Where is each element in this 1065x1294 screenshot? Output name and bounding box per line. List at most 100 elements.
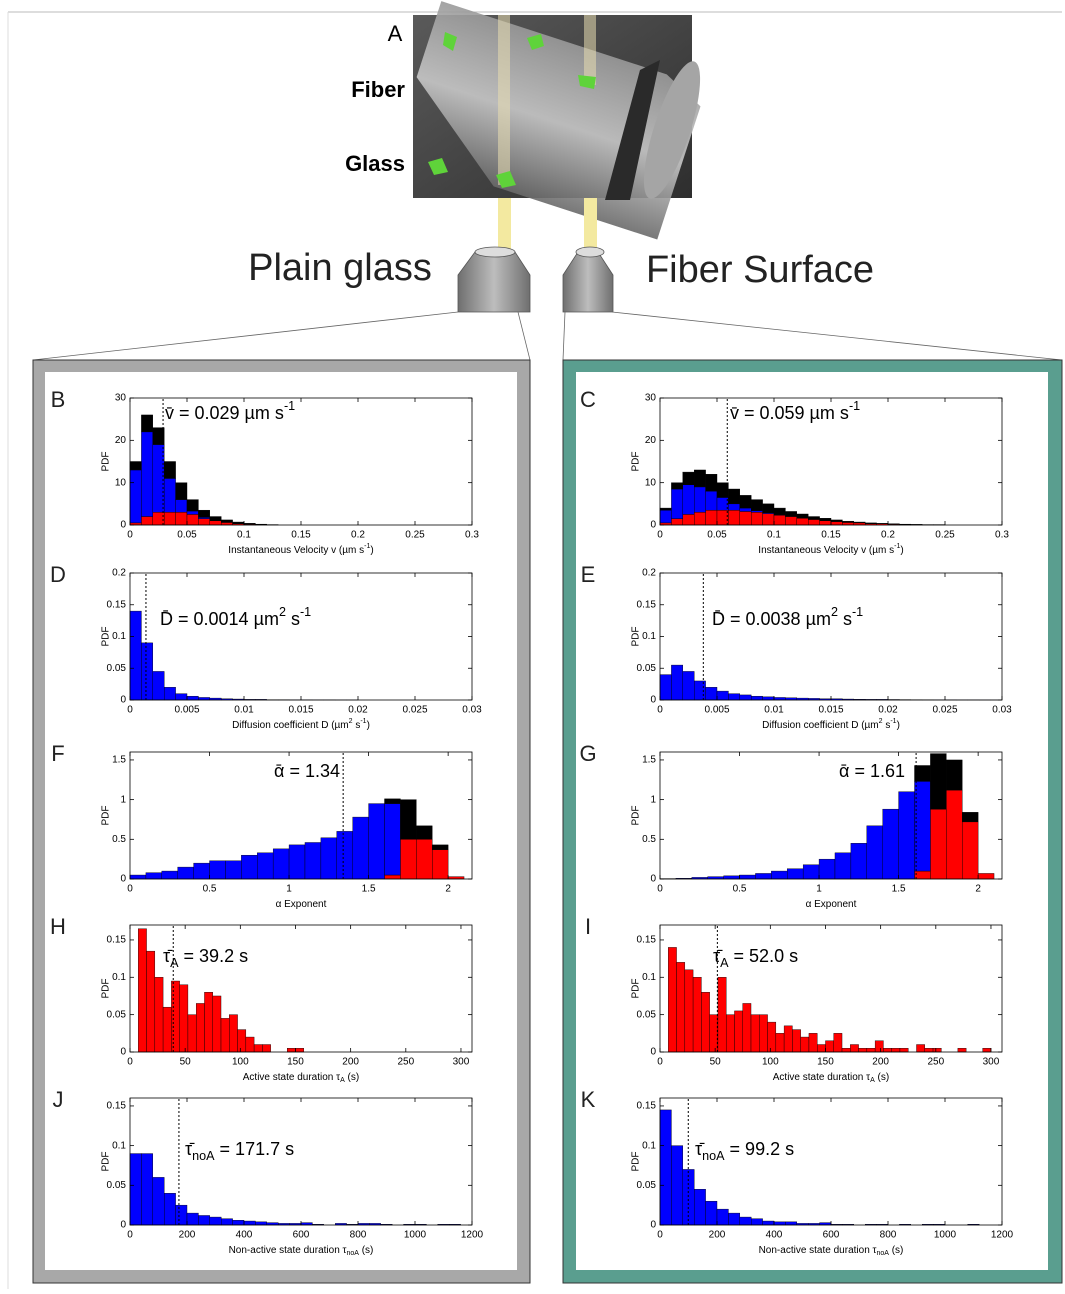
bar xyxy=(196,1003,204,1052)
y-tick-label: 30 xyxy=(115,393,127,404)
bar xyxy=(180,985,188,1052)
bar xyxy=(153,512,164,525)
y-axis-label: PDF xyxy=(631,979,642,999)
bar xyxy=(385,799,401,804)
y-axis-label: PDF xyxy=(101,452,112,472)
text-part: Active state duration τ xyxy=(243,1072,340,1083)
bar xyxy=(176,694,187,700)
bar xyxy=(958,1048,966,1052)
bar xyxy=(962,822,978,879)
x-tick-label: 50 xyxy=(180,1057,192,1068)
glass-label: Glass xyxy=(345,151,405,176)
superscript: -1 xyxy=(849,399,860,413)
panel-letter: D xyxy=(50,562,66,587)
x-tick-label: 800 xyxy=(350,1230,367,1241)
y-tick-label: 0.15 xyxy=(637,599,657,610)
text-part: ᾱ = 1.61 xyxy=(839,761,905,781)
bar xyxy=(787,869,803,879)
panel-letter: K xyxy=(581,1087,596,1112)
text-part: Diffusion coefficient D (µm xyxy=(232,720,349,731)
text-part: ) xyxy=(370,545,373,556)
bar xyxy=(706,491,717,510)
bar xyxy=(416,826,432,839)
bar xyxy=(706,1201,717,1225)
bar xyxy=(178,867,194,879)
y-tick-label: 0.05 xyxy=(637,663,657,674)
y-tick-label: 0.05 xyxy=(107,1180,127,1191)
bar xyxy=(141,643,152,700)
text-part: = 39.2 s xyxy=(179,946,249,966)
x-tick-label: 1 xyxy=(816,884,822,895)
bar xyxy=(130,470,141,523)
bar xyxy=(710,1015,718,1052)
text-part: Diffusion coefficient D (µm xyxy=(762,720,879,731)
bar xyxy=(241,855,257,879)
bar xyxy=(273,849,289,879)
bar xyxy=(900,1048,908,1052)
bar xyxy=(771,871,787,879)
bar xyxy=(385,875,401,879)
text-part: = 171.7 s xyxy=(215,1139,295,1159)
bar xyxy=(809,1033,817,1052)
y-tick-label: 0.15 xyxy=(637,935,657,946)
y-tick-label: 0 xyxy=(650,1220,656,1231)
bar xyxy=(141,415,152,432)
bar xyxy=(221,1219,232,1225)
bar xyxy=(233,522,244,524)
bar xyxy=(685,970,693,1052)
x-tick-label: 0.03 xyxy=(462,705,482,716)
bar xyxy=(164,478,175,512)
x-tick-label: 0.3 xyxy=(995,530,1009,541)
panel-letter: F xyxy=(51,741,64,766)
y-tick-label: 0.05 xyxy=(637,1180,657,1191)
x-tick-label: 0.03 xyxy=(992,705,1012,716)
bar xyxy=(817,1045,825,1052)
bar xyxy=(246,1037,254,1052)
page: A Fiber Glass Plain glass Fiber Surface … xyxy=(0,0,1065,1289)
bar xyxy=(400,800,416,840)
bar xyxy=(337,831,353,879)
y-tick-label: 10 xyxy=(645,477,657,488)
bar xyxy=(784,1026,792,1052)
bar xyxy=(677,962,685,1052)
x-tick-label: 0.025 xyxy=(932,705,957,716)
text-part: Instantaneous Velocity v (µm s xyxy=(758,545,894,556)
bar xyxy=(694,1189,705,1225)
x-tick-label: 250 xyxy=(397,1057,414,1068)
x-tick-label: 0.3 xyxy=(465,530,479,541)
x-tick-label: 0.15 xyxy=(821,530,841,541)
text-part: Non-active state duration τ xyxy=(229,1245,347,1256)
text-part: (s) xyxy=(889,1245,903,1256)
y-tick-label: 0 xyxy=(120,1220,126,1231)
x-tick-label: 600 xyxy=(293,1230,310,1241)
bar xyxy=(917,1045,925,1052)
text-part: D̄ = 0.0014 µm xyxy=(160,609,279,629)
x-tick-label: 0.01 xyxy=(234,705,254,716)
x-tick-label: 300 xyxy=(983,1057,1000,1068)
bar xyxy=(187,511,198,514)
bar xyxy=(204,992,212,1052)
bar xyxy=(353,817,369,879)
bar xyxy=(432,845,448,850)
bar xyxy=(694,470,705,487)
bar xyxy=(751,1015,759,1052)
bar xyxy=(238,1030,246,1052)
x-axis-label: α Exponent xyxy=(806,899,857,910)
mean-annotation: D̄ = 0.0038 µm2 s-1 xyxy=(712,605,863,628)
bar xyxy=(883,809,899,879)
bar xyxy=(138,929,146,1052)
x-tick-label: 200 xyxy=(872,1057,889,1068)
bar xyxy=(668,947,676,1052)
x-tick-label: 0.02 xyxy=(348,705,368,716)
y-tick-label: 1 xyxy=(120,794,126,805)
bar xyxy=(194,863,210,879)
bar xyxy=(743,1003,751,1052)
text-part: s xyxy=(353,720,361,731)
bar xyxy=(797,514,808,518)
text-part: Non-active state duration τ xyxy=(759,1245,877,1256)
subscript: noA xyxy=(192,1149,215,1163)
text-part: ) xyxy=(897,720,900,731)
mean-annotation: D̄ = 0.0014 µm2 s-1 xyxy=(160,605,311,628)
text-part: s xyxy=(286,609,300,629)
y-tick-label: 0 xyxy=(650,695,656,706)
